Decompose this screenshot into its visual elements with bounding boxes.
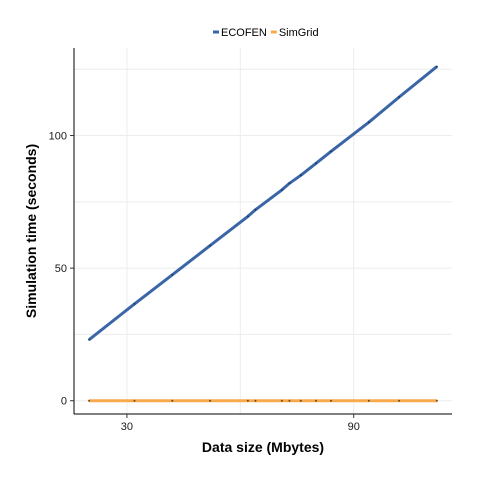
data-point [314,162,317,165]
data-point [88,338,91,341]
series-ecofen [88,65,438,341]
x-axis-title: Data size (Mbytes) [202,439,324,455]
data-point [435,65,438,68]
data-point [398,399,401,402]
data-point [246,215,249,218]
data-point [171,273,174,276]
x-tick-label: 90 [348,421,360,433]
data-point [299,399,302,402]
x-tick-label: 30 [121,421,133,433]
data-point [209,244,212,247]
legend-label: SimGrid [279,27,319,39]
data-point [367,121,370,124]
data-point [254,208,257,211]
series-layer [88,65,438,403]
data-point [280,399,283,402]
y-axis-title: Simulation time (seconds) [23,144,39,318]
legend-item-ecofen: ECOFEN [213,27,267,39]
data-point [254,399,257,402]
legend-label: ECOFEN [221,27,267,39]
data-point [435,399,438,402]
y-tick-label: 0 [61,396,67,408]
legend-item-simgrid: SimGrid [270,27,319,39]
data-point [367,399,370,402]
data-point [288,182,291,185]
data-point [133,302,136,305]
data-point [299,174,302,177]
data-point [133,399,136,402]
data-point [314,399,317,402]
data-point [330,399,333,402]
data-point [88,399,91,402]
series-simgrid [88,399,438,403]
data-point [246,399,249,402]
data-point [330,150,333,153]
legend: ECOFEN SimGrid [213,27,319,39]
grid-lines [74,48,452,414]
y-tick-label: 100 [49,131,67,143]
y-tick-label: 50 [55,263,67,275]
data-point [398,96,401,99]
axes [73,48,452,415]
series-line-ecofen [88,65,438,341]
data-point [171,399,174,402]
data-point [288,399,291,402]
tick-labels: 30 90 0 50 100 [49,131,360,433]
data-point [209,399,212,402]
data-point [280,188,283,191]
